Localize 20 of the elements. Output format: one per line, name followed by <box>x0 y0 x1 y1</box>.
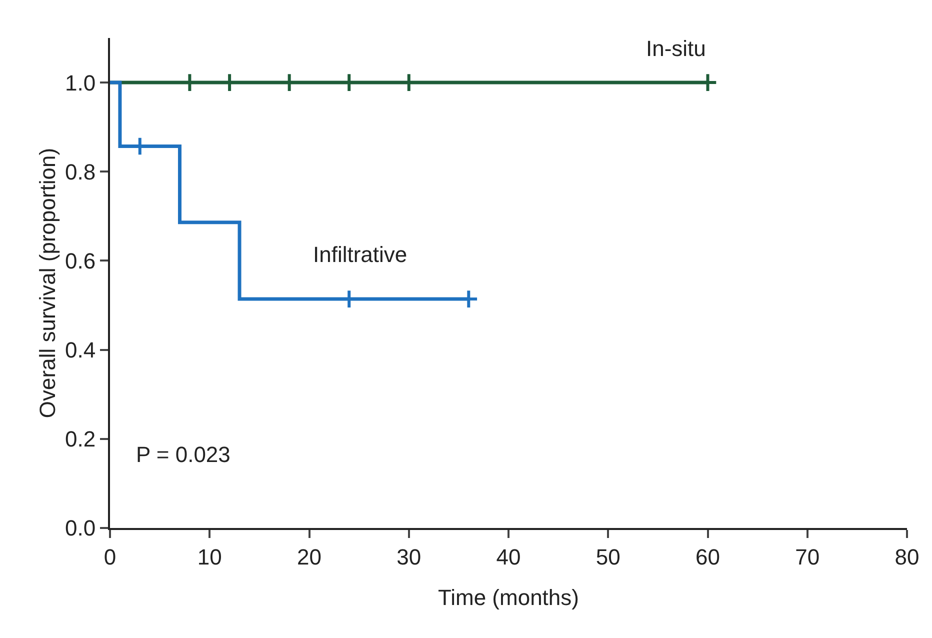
y-tick-label: 0.6 <box>65 248 96 274</box>
x-tick-label: 20 <box>297 544 322 570</box>
x-tick-label: 80 <box>894 544 920 570</box>
x-tick-label: 30 <box>396 544 422 570</box>
annotation: P = 0.023 <box>136 442 230 467</box>
x-axis-title: Time (months) <box>438 585 579 610</box>
y-tick-label: 0.0 <box>65 516 96 541</box>
y-tick-label: 0.4 <box>65 338 96 363</box>
x-tick-label: 0 <box>104 544 116 570</box>
y-tick-label: 0.8 <box>65 159 96 184</box>
y-tick-label: 1.0 <box>65 70 96 96</box>
x-tick-label: 60 <box>696 544 720 570</box>
series-label: Infiltrative <box>313 242 408 267</box>
x-tick-label: 10 <box>197 544 222 570</box>
x-tick-label: 50 <box>596 544 620 570</box>
x-tick-label: 70 <box>795 544 820 570</box>
series-label: In-situ <box>646 36 706 61</box>
y-axis-title: Overall survival (proportion) <box>35 148 60 418</box>
x-tick-label: 40 <box>496 544 521 570</box>
y-tick-label: 0.2 <box>65 426 96 452</box>
